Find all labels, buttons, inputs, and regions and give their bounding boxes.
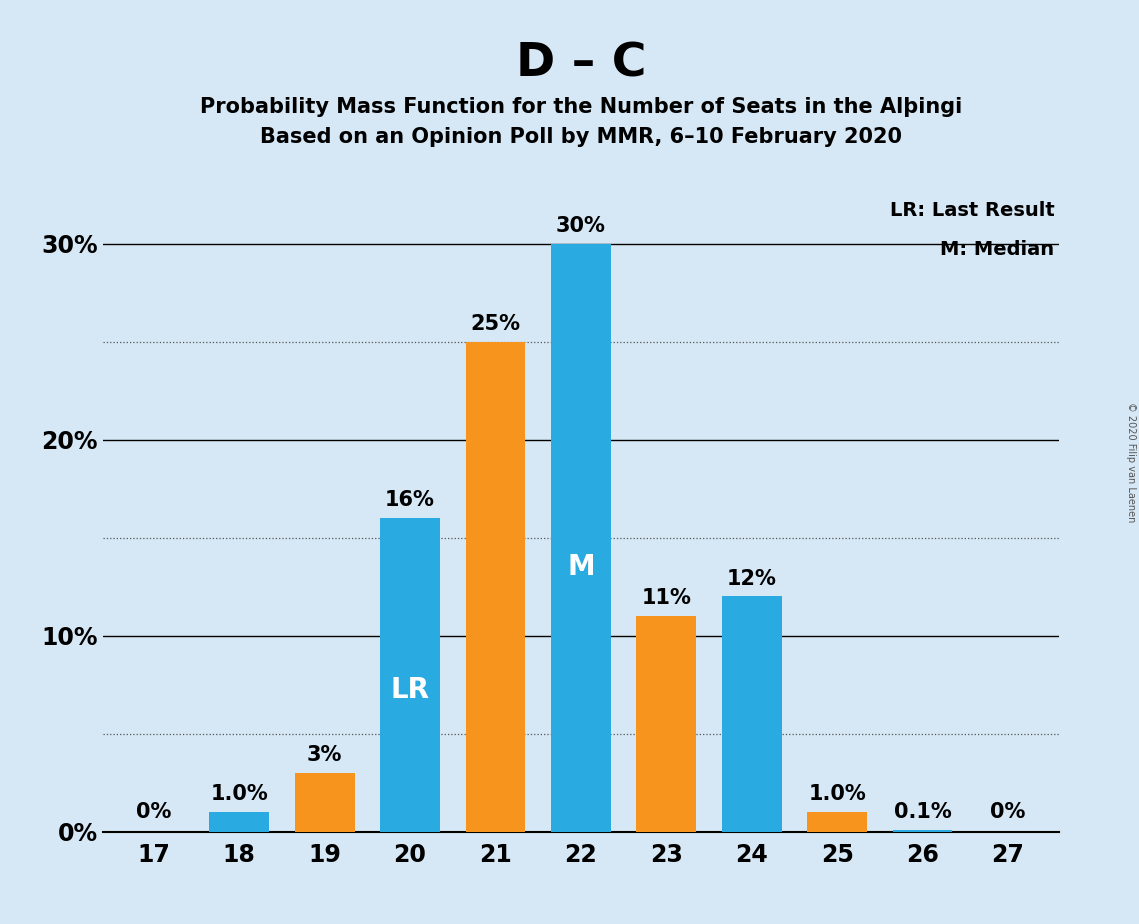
Text: 0.1%: 0.1% [894, 802, 951, 821]
Text: © 2020 Filip van Laenen: © 2020 Filip van Laenen [1126, 402, 1136, 522]
Text: 1.0%: 1.0% [211, 784, 268, 804]
Text: D – C: D – C [516, 42, 646, 87]
Text: 1.0%: 1.0% [809, 784, 866, 804]
Text: M: M [567, 553, 595, 581]
Text: LR: LR [391, 676, 429, 704]
Bar [295, 772, 354, 832]
Bar [637, 616, 696, 832]
Text: LR: Last Result: LR: Last Result [890, 201, 1055, 220]
Text: Based on an Opinion Poll by MMR, 6–10 February 2020: Based on an Opinion Poll by MMR, 6–10 Fe… [260, 127, 902, 147]
Text: 11%: 11% [641, 589, 691, 608]
Text: M: Median: M: Median [941, 239, 1055, 259]
Text: 30%: 30% [556, 216, 606, 236]
Bar [210, 812, 269, 832]
Text: 3%: 3% [306, 745, 343, 765]
Bar [893, 830, 952, 832]
Text: Probability Mass Function for the Number of Seats in the Alþingi: Probability Mass Function for the Number… [199, 97, 962, 117]
Bar [722, 596, 781, 832]
Bar [380, 518, 440, 832]
Bar [466, 342, 525, 832]
Text: 16%: 16% [385, 490, 435, 510]
Text: 25%: 25% [470, 314, 521, 334]
Text: 0%: 0% [990, 802, 1026, 821]
Bar [551, 244, 611, 832]
Bar [808, 812, 867, 832]
Text: 0%: 0% [136, 802, 172, 821]
Text: 12%: 12% [727, 568, 777, 589]
